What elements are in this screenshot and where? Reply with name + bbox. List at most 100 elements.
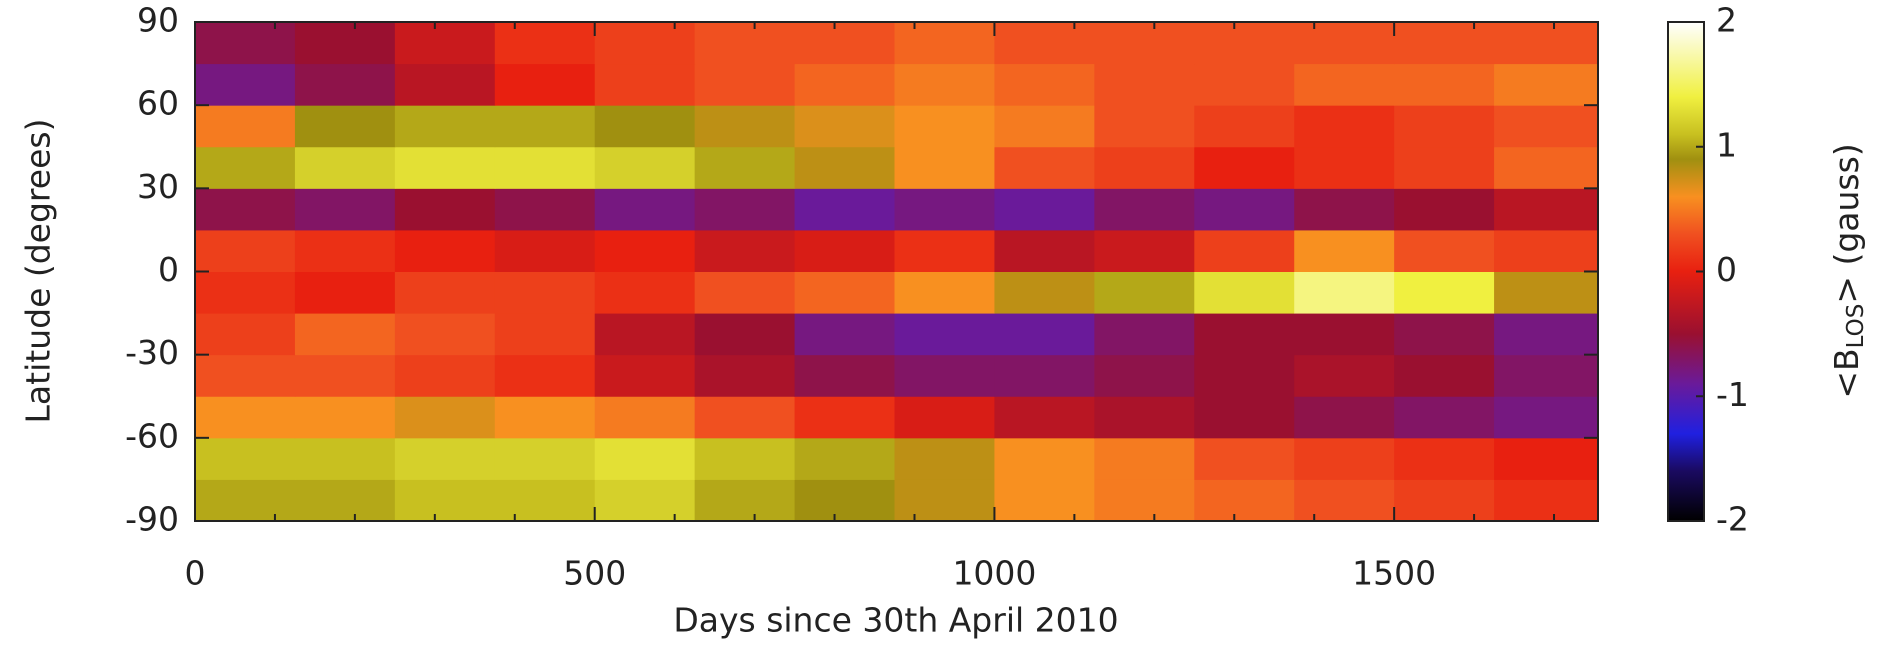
y-tick-label: 60	[137, 84, 179, 123]
heatmap-cell	[495, 355, 595, 397]
heatmap-cell	[1394, 396, 1494, 438]
heatmap-cell	[1194, 230, 1294, 272]
heatmap-cell	[895, 188, 995, 230]
heatmap-cell	[295, 188, 395, 230]
heatmap-cell	[795, 22, 895, 64]
heatmap-cell	[495, 147, 595, 189]
page: {"chart_data": { "type": "heatmap", "x_l…	[0, 0, 1877, 651]
heatmap-cell	[295, 396, 395, 438]
heatmap-cell	[1494, 105, 1598, 147]
heatmap-cell	[595, 147, 695, 189]
heatmap-cell	[495, 272, 595, 314]
heatmap-cell	[695, 396, 795, 438]
heatmap-cell	[195, 396, 295, 438]
heatmap-cell	[1294, 188, 1394, 230]
heatmap-cell	[895, 230, 995, 272]
heatmap-cell	[695, 313, 795, 355]
heatmap-cell	[295, 147, 395, 189]
heatmap-cell	[495, 438, 595, 480]
heatmap-cell	[895, 64, 995, 106]
heatmap-cell	[195, 188, 295, 230]
heatmap-cell	[1094, 64, 1194, 106]
y-tick-label: 90	[137, 1, 179, 40]
heatmap-cell	[1194, 313, 1294, 355]
heatmap-cell	[1494, 147, 1598, 189]
heatmap-cell	[695, 355, 795, 397]
heatmap-cell	[495, 396, 595, 438]
heatmap-cell	[1094, 105, 1194, 147]
heatmap-cell	[1294, 396, 1394, 438]
chart: Days since 30th April 2010 Latitude (deg…	[0, 0, 1877, 651]
heatmap-cell	[395, 272, 495, 314]
heatmap-cell	[495, 479, 595, 521]
heatmap-cell	[395, 188, 495, 230]
heatmap-cell	[795, 230, 895, 272]
heatmap-cell	[994, 479, 1094, 521]
heatmap-cell	[1494, 64, 1598, 106]
heatmap-cell	[1094, 272, 1194, 314]
heatmap-cell	[895, 396, 995, 438]
heatmap-cell	[1394, 438, 1494, 480]
heatmap-cell	[395, 105, 495, 147]
y-tick-label: -90	[125, 500, 179, 539]
x-tick-label: 500	[563, 554, 626, 593]
heatmap-cell	[195, 64, 295, 106]
heatmap-cell	[1294, 105, 1394, 147]
x-tick-label: 1500	[1352, 554, 1436, 593]
heatmap-cell	[495, 230, 595, 272]
heatmap-cell	[1194, 105, 1294, 147]
heatmap-cell	[695, 230, 795, 272]
heatmap-cell	[395, 230, 495, 272]
heatmap-cell	[295, 230, 395, 272]
heatmap-cell	[195, 105, 295, 147]
y-axis-title: Latitude (degrees)	[19, 119, 58, 424]
heatmap-cell	[795, 355, 895, 397]
heatmap-cell	[1294, 313, 1394, 355]
heatmap-cell	[295, 355, 395, 397]
heatmap-cell	[994, 147, 1094, 189]
heatmap-cell	[1294, 272, 1394, 314]
heatmap-cell	[395, 396, 495, 438]
heatmap-cell	[395, 479, 495, 521]
heatmap-cell	[295, 313, 395, 355]
heatmap-cell	[795, 313, 895, 355]
heatmap-cell	[395, 147, 495, 189]
heatmap-cell	[495, 22, 595, 64]
colorbar-title-end: > (gauss)	[1827, 143, 1866, 303]
heatmap-cell	[195, 272, 295, 314]
heatmap-cell	[695, 64, 795, 106]
heatmap-cell	[1094, 147, 1194, 189]
heatmap-cell	[895, 438, 995, 480]
heatmap-cell	[1394, 355, 1494, 397]
heatmap-cell	[795, 64, 895, 106]
heatmap-cell	[595, 188, 695, 230]
heatmap-cell	[395, 64, 495, 106]
heatmap-cell	[1194, 64, 1294, 106]
colorbar-tick-label: -1	[1716, 375, 1749, 414]
heatmap-cell	[195, 147, 295, 189]
heatmap-cell	[795, 396, 895, 438]
heatmap-cell	[895, 313, 995, 355]
heatmap-cell	[695, 272, 795, 314]
heatmap-cell	[1094, 396, 1194, 438]
heatmap-cell	[1394, 22, 1494, 64]
heatmap-cell	[295, 105, 395, 147]
heatmap-cell	[1294, 230, 1394, 272]
heatmap-cell	[795, 147, 895, 189]
heatmap-cell	[1294, 438, 1394, 480]
colorbar-tick-label: 1	[1716, 125, 1737, 164]
heatmap-cell	[1394, 188, 1494, 230]
heatmap-cell	[595, 230, 695, 272]
y-tick-label: -60	[125, 416, 179, 455]
heatmap-cell	[1394, 105, 1494, 147]
heatmap-cell	[595, 22, 695, 64]
heatmap-cell	[895, 22, 995, 64]
colorbar-title-main: <B	[1827, 348, 1866, 398]
y-tick-label: -30	[125, 333, 179, 372]
heatmap-cell	[595, 313, 695, 355]
heatmap-cell	[1094, 313, 1194, 355]
heatmap-cell	[695, 438, 795, 480]
heatmap-cell	[994, 355, 1094, 397]
heatmap-cell	[395, 438, 495, 480]
heatmap-cell	[1094, 188, 1194, 230]
